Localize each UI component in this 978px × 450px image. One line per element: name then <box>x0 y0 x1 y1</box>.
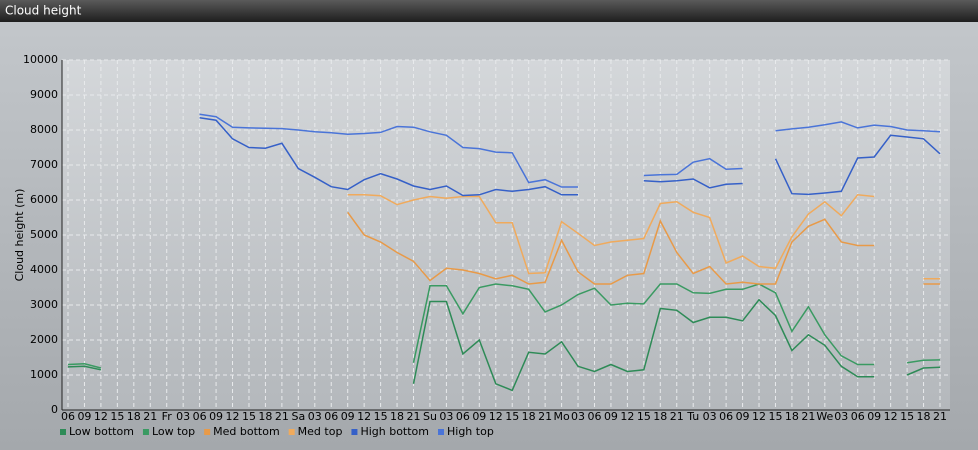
legend-swatch <box>142 429 149 435</box>
x-tick-label: 09 <box>472 410 486 423</box>
x-tick-label: We <box>816 410 833 423</box>
x-tick-label: 18 <box>390 410 404 423</box>
y-tick-label: 7000 <box>30 158 58 171</box>
x-tick-label: 09 <box>77 410 91 423</box>
x-tick-label: 21 <box>538 410 552 423</box>
x-tick-label: 15 <box>505 410 519 423</box>
x-tick-label: 21 <box>801 410 815 423</box>
x-tick-label: 21 <box>407 410 421 423</box>
legend-swatch <box>288 429 295 435</box>
x-tick-label: 12 <box>620 410 634 423</box>
x-tick-label: 12 <box>884 410 898 423</box>
legend-label: Low bottom <box>69 425 134 438</box>
x-tick-label: 09 <box>341 410 355 423</box>
y-tick-label: 1000 <box>30 368 58 381</box>
series-line <box>347 194 940 280</box>
y-tick-label: 8000 <box>30 123 58 136</box>
x-tick-label: 06 <box>587 410 601 423</box>
x-tick-label: 06 <box>61 410 75 423</box>
x-tick-label: Tu <box>686 410 699 423</box>
series-line <box>199 113 941 188</box>
x-tick-label: 21 <box>670 410 684 423</box>
y-tick-label: 10000 <box>23 53 58 66</box>
x-tick-label: 15 <box>374 410 388 423</box>
y-tick-label: 2000 <box>30 333 58 346</box>
x-tick-label: 21 <box>933 410 947 423</box>
x-tick-label: 12 <box>94 410 108 423</box>
x-tick-label: 15 <box>110 410 124 423</box>
y-tick-label: 4000 <box>30 263 58 276</box>
x-tick-label: 06 <box>193 410 207 423</box>
legend-swatch <box>351 429 358 435</box>
legend-label: Med bottom <box>213 425 280 438</box>
x-tick-label: 03 <box>571 410 585 423</box>
x-tick-label: 06 <box>456 410 470 423</box>
title-bar <box>0 0 978 22</box>
x-tick-label: 03 <box>439 410 453 423</box>
x-tick-label: Mo <box>553 410 569 423</box>
legend-swatch <box>204 429 211 435</box>
window-title: Cloud height <box>5 4 82 18</box>
series-line <box>67 283 941 369</box>
x-tick-label: 18 <box>653 410 667 423</box>
x-tick-label: 03 <box>834 410 848 423</box>
y-tick-label: 0 <box>51 403 58 416</box>
x-tick-label: 09 <box>604 410 618 423</box>
y-tick-label: 5000 <box>30 228 58 241</box>
x-tick-label: 06 <box>851 410 865 423</box>
series-line <box>199 117 941 197</box>
x-tick-label: Fr <box>162 410 173 423</box>
x-tick-label: 18 <box>522 410 536 423</box>
x-tick-label: 18 <box>785 410 799 423</box>
x-tick-label: 18 <box>127 410 141 423</box>
x-tick-label: 09 <box>736 410 750 423</box>
x-tick-label: 03 <box>703 410 717 423</box>
y-tick-label: 3000 <box>30 298 58 311</box>
x-tick-label: 18 <box>258 410 272 423</box>
legend-swatch <box>438 429 444 435</box>
x-tick-label: 15 <box>768 410 782 423</box>
legend-label: Med top <box>298 425 343 438</box>
y-tick-label: 9000 <box>30 88 58 101</box>
x-tick-label: 21 <box>143 410 157 423</box>
x-tick-label: 12 <box>226 410 240 423</box>
x-tick-label: 21 <box>275 410 289 423</box>
x-tick-label: 12 <box>357 410 371 423</box>
x-tick-label: 09 <box>209 410 223 423</box>
x-tick-label: 03 <box>308 410 322 423</box>
x-tick-label: 15 <box>900 410 914 423</box>
x-tick-label: 15 <box>242 410 256 423</box>
x-tick-label: 18 <box>917 410 931 423</box>
x-tick-label: 12 <box>752 410 766 423</box>
x-tick-label: Sa <box>291 410 305 423</box>
y-axis-label: Cloud height (m) <box>13 189 26 282</box>
legend-swatch <box>60 429 66 435</box>
x-tick-label: Su <box>423 410 437 423</box>
x-tick-label: 12 <box>489 410 503 423</box>
series-line <box>347 211 940 285</box>
x-tick-label: 06 <box>324 410 338 423</box>
legend-label: High top <box>447 425 494 438</box>
legend-label: High bottom <box>360 425 429 438</box>
x-tick-label: 09 <box>867 410 881 423</box>
y-tick-label: 6000 <box>30 193 58 206</box>
series-line <box>67 298 941 392</box>
x-tick-label: 06 <box>719 410 733 423</box>
x-tick-label: 15 <box>637 410 651 423</box>
x-tick-label: 03 <box>176 410 190 423</box>
legend-label: Low top <box>152 425 195 438</box>
